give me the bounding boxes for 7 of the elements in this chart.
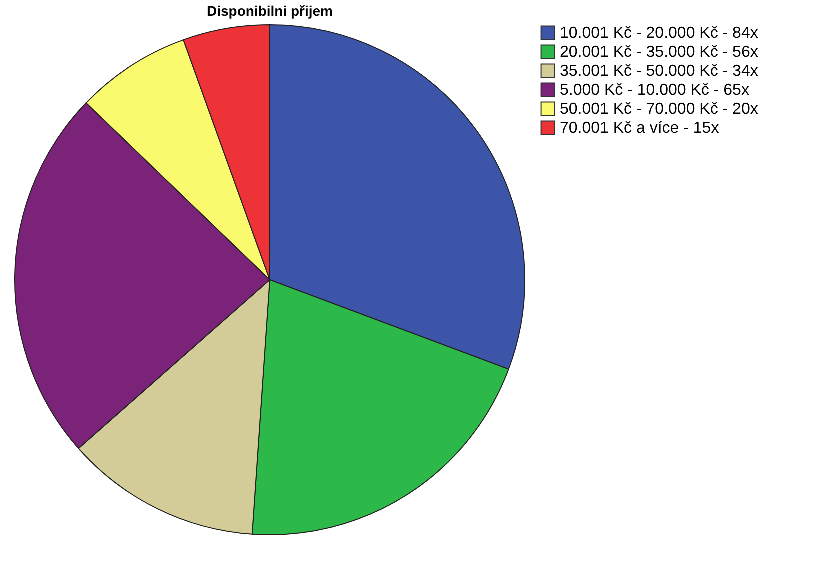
legend-label: 50.001 Kč - 70.000 Kč - 20x	[560, 101, 758, 118]
chart-title: Disponibilni přijem	[206, 3, 334, 19]
legend-label: 35.001 Kč - 50.000 Kč - 34x	[560, 63, 758, 80]
legend-label: 20.001 Kč - 35.000 Kč - 56x	[560, 44, 758, 61]
legend-label: 70.001 Kč a více - 15x	[560, 120, 720, 137]
legend-label: 10.001 Kč - 20.000 Kč - 84x	[560, 25, 758, 42]
legend-label: 5.000 Kč - 10.000 Kč - 65x	[560, 82, 750, 99]
